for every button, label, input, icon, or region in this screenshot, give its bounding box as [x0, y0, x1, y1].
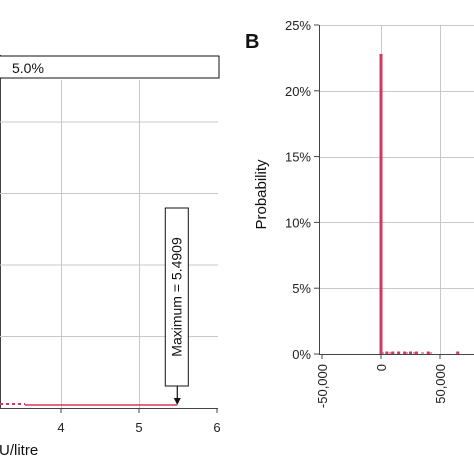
x-tick-label: -50,000	[315, 364, 330, 408]
panel-b-y-axis-title: Probability	[253, 159, 270, 230]
y-tick-label: 5%	[292, 281, 311, 296]
bar	[379, 53, 383, 355]
bar	[414, 351, 418, 354]
bar	[403, 351, 407, 354]
panel-b-bars	[379, 53, 460, 355]
panel-b-y-ticks: 0% 5% 10% 15% 20% 25%	[285, 18, 319, 362]
panel-b-x-ticks: -50,000 0 50,000	[315, 354, 448, 408]
x-tick-label: 50,000	[433, 364, 448, 404]
bar	[385, 351, 389, 354]
panel-b-label: B	[245, 31, 259, 53]
bar	[426, 351, 430, 354]
y-tick-label: 10%	[285, 215, 311, 230]
panel-a-x-axis-title: U/litre	[0, 442, 38, 459]
percent-box-label: 5.0%	[12, 60, 44, 76]
maximum-marker-icon	[173, 386, 181, 405]
y-tick-label: 0%	[292, 347, 311, 362]
x-tick-label: 0	[374, 364, 389, 371]
panel-b: B 0% 5% 10% 15% 20% 25% -50,000 0 50,000 Probab…	[245, 18, 474, 408]
bar	[456, 351, 460, 354]
x-tick-label: 5	[135, 420, 142, 435]
panel-a-series	[0, 403, 178, 406]
bar	[409, 351, 412, 354]
percent-box	[0, 55, 220, 79]
marker-arrow-icon	[173, 398, 181, 405]
panel-a-gridlines	[0, 80, 218, 408]
panel-a: 4 5 6 5.0% Maximum = 5.4909 U/litre	[0, 55, 221, 459]
y-tick-label: 20%	[285, 84, 311, 99]
panel-b-gridlines	[319, 25, 474, 354]
panel-a-x-ticks: 4 5 6	[57, 408, 221, 435]
x-tick-label: 4	[57, 420, 64, 435]
y-tick-label: 15%	[285, 150, 311, 165]
maximum-annotation: Maximum = 5.4909	[168, 237, 184, 357]
x-tick-label: 6	[213, 420, 220, 435]
bar	[391, 351, 395, 354]
y-tick-label: 25%	[285, 18, 311, 33]
